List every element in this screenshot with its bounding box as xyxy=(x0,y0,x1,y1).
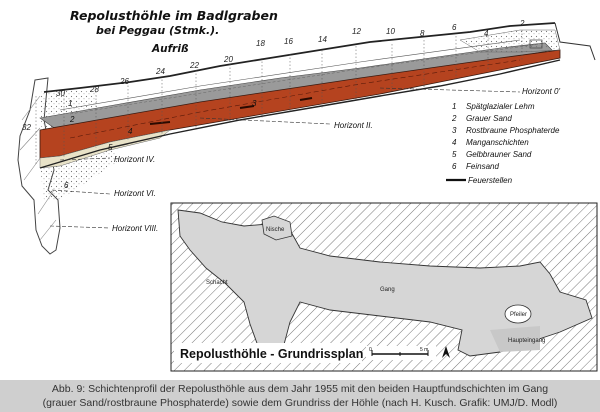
plan-label-haupteingang: Haupteingang xyxy=(508,338,545,344)
profile-legend: 1 Spätglazialer Lehm 2 Grauer Sand 3 Ros… xyxy=(446,102,560,185)
horizon-lines xyxy=(49,87,521,229)
legend-label: Feinsand xyxy=(466,162,499,171)
legend-label: Gelbbrauner Sand xyxy=(466,150,532,159)
entrance-area xyxy=(490,326,540,352)
legend-label: Rostbraune Phosphaterde xyxy=(466,126,560,135)
station-grid xyxy=(35,30,523,164)
station-label: 30 xyxy=(56,89,65,98)
horizon-label-4: Horizont IV. xyxy=(114,155,155,164)
cave-floor xyxy=(39,59,561,169)
station-label: 6 xyxy=(452,23,457,32)
station-label: 14 xyxy=(318,35,327,44)
cave-ceiling xyxy=(43,22,556,93)
plan-label-gang: Gang xyxy=(380,287,395,293)
legend-label: Feuerstellen xyxy=(468,176,513,185)
station-labels: 2 4 6 8 10 12 14 16 18 20 22 24 26 28 30… xyxy=(22,19,525,132)
niche-outline xyxy=(261,215,293,241)
station-label: 28 xyxy=(89,85,99,94)
layer-number: 3 xyxy=(252,99,257,108)
layer-number: 6 xyxy=(64,181,69,190)
scale-end: 5 m xyxy=(420,347,428,353)
profile-section: Repolusthöhle im Badlgraben bei Peggau (… xyxy=(17,8,596,255)
horizon-label-2: Horizont II. xyxy=(334,121,373,130)
profile-subtitle: Aufriß xyxy=(151,43,189,55)
layer-number-labels: 1 2 3 4 5 6 xyxy=(64,99,257,190)
layer-number: 4 xyxy=(128,127,133,136)
station-label: 24 xyxy=(155,67,165,76)
station-label: 10 xyxy=(386,27,395,36)
plan-section: Nische Schacht Gang Pfeiler Haupteingang… xyxy=(170,202,598,372)
caption-line-1: Abb. 9: Schichtenprofil der Repolusthöhl… xyxy=(51,383,549,395)
horizon-label-6: Horizont VI. xyxy=(114,189,156,198)
profile-title-line2: bei Peggau (Stmk.). xyxy=(96,24,219,37)
legend-num: 5 xyxy=(452,150,457,159)
station-label: 12 xyxy=(352,27,361,36)
layer-number: 1 xyxy=(68,99,72,108)
plan-label-schacht: Schacht xyxy=(206,280,228,286)
scale-bar: 0 5 m xyxy=(366,346,450,360)
station-label: 16 xyxy=(284,37,293,46)
horizon-labels: Horizont 0' Horizont II. Horizont IV. Ho… xyxy=(112,87,560,233)
legend-label: Manganschichten xyxy=(466,138,529,147)
legend-num: 3 xyxy=(452,126,457,135)
station-label: 2 xyxy=(519,19,525,28)
entrance-debris xyxy=(459,29,561,53)
layer-number: 5 xyxy=(108,143,113,152)
north-arrow-icon xyxy=(442,346,450,358)
plan-label-pfeiler: Pfeiler xyxy=(510,312,527,318)
pillar xyxy=(504,304,532,324)
legend-num: 1 xyxy=(452,102,456,111)
legend-label: Spätglazialer Lehm xyxy=(466,102,535,111)
station-label: 32 xyxy=(22,123,31,132)
plan-title: Repolusthöhle - Grundrissplan xyxy=(180,347,363,361)
plan-label-nische: Nische xyxy=(266,227,285,233)
scale-zero: 0 xyxy=(369,347,372,353)
layer-number: 2 xyxy=(69,115,75,124)
station-label: 22 xyxy=(189,61,199,70)
cave-diagram: Repolusthöhle im Badlgraben bei Peggau (… xyxy=(17,8,598,372)
station-label: 18 xyxy=(256,39,265,48)
station-label: 20 xyxy=(223,55,233,64)
legend-num: 6 xyxy=(452,162,457,171)
legend-num: 2 xyxy=(451,114,457,123)
horizon-label-0: Horizont 0' xyxy=(522,87,560,96)
station-label: 26 xyxy=(119,77,129,86)
legend-label: Grauer Sand xyxy=(466,114,512,123)
profile-title-line1: Repolusthöhle im Badlgraben xyxy=(70,8,278,23)
legend-num: 4 xyxy=(452,138,457,147)
station-label: 4 xyxy=(484,29,489,38)
station-label: 8 xyxy=(420,29,425,38)
horizon-label-8: Horizont VIII. xyxy=(112,224,158,233)
caption-line-2: (grauer Sand/rostbraune Phosphaterde) so… xyxy=(42,397,558,409)
figure-caption: Abb. 9: Schichtenprofil der Repolusthöhl… xyxy=(0,380,600,412)
